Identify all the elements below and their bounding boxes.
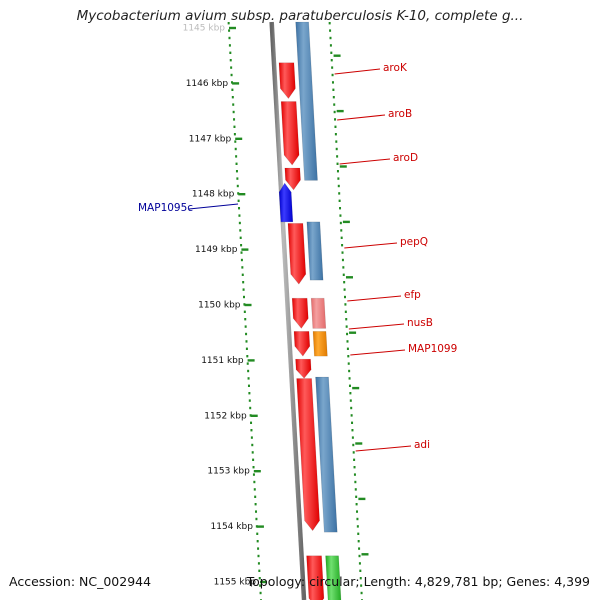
- cds-efp: [291, 297, 309, 329]
- feature-label-nusB[interactable]: nusB: [348, 317, 433, 330]
- feature-label-MAP1099[interactable]: MAP1099: [350, 343, 457, 356]
- cds-aroK: [278, 62, 296, 100]
- tick-1146: 1146 kbp: [186, 79, 344, 113]
- feature-label-aroB[interactable]: aroB: [337, 108, 412, 121]
- tick-label-1147: 1147 kbp: [189, 134, 232, 144]
- label-text-MAP1099[interactable]: MAP1099: [408, 343, 457, 355]
- tick-1151: 1151 kbp: [201, 356, 360, 390]
- feature-label-aroK[interactable]: aroK: [334, 62, 408, 75]
- cds-adi: [296, 378, 320, 532]
- tick-1154: 1154 kbp: [211, 522, 369, 556]
- gene-aroK: [295, 21, 318, 181]
- label-text-aroD[interactable]: aroD: [393, 152, 418, 164]
- feature-label-aroD[interactable]: aroD: [339, 152, 418, 165]
- label-text-aroB[interactable]: aroB: [388, 108, 412, 120]
- dotted-guide-left: [227, 22, 262, 600]
- dotted-guide-right: [328, 22, 363, 600]
- feature-label-MAP1095c[interactable]: MAP1095c: [138, 202, 239, 214]
- tick-label-1145: 1145 kbp: [183, 24, 226, 34]
- gene-nusB: [312, 331, 328, 357]
- feature-label-adi[interactable]: adi: [355, 439, 430, 452]
- gene-track: [295, 21, 342, 600]
- label-text-pepQ[interactable]: pepQ: [400, 236, 428, 248]
- tick-label-1155: 1155 kbp: [214, 578, 257, 588]
- tick-label-1150: 1150 kbp: [198, 301, 241, 311]
- tick-label-1153: 1153 kbp: [207, 467, 250, 477]
- tick-label-1154: 1154 kbp: [211, 522, 254, 532]
- gene-next-gene: [325, 555, 342, 600]
- tick-1148: 1148 kbp: [192, 190, 350, 224]
- cds-nusB: [293, 331, 311, 357]
- gene-efp: [310, 297, 327, 329]
- tick-label-1148: 1148 kbp: [192, 190, 235, 200]
- cds-MAP1095c: [278, 182, 294, 223]
- feature-label-efp[interactable]: efp: [347, 289, 421, 302]
- label-text-MAP1095c[interactable]: MAP1095c: [138, 202, 193, 214]
- gene-adi: [315, 376, 338, 533]
- dotted-guide-lines: [227, 22, 363, 600]
- tick-1145: 1145 kbp: [183, 24, 341, 57]
- cds-MAP1099: [295, 358, 312, 379]
- tick-1147: 1147 kbp: [189, 134, 347, 168]
- genome-backbone: [269, 21, 307, 600]
- label-text-adi[interactable]: adi: [414, 439, 430, 451]
- feature-labels: aroK aroB aroD MAP1095c pepQ efp nusB MAP1099 ad…: [138, 62, 457, 452]
- tick-1152: 1152 kbp: [204, 411, 363, 445]
- label-text-aroK[interactable]: aroK: [383, 62, 408, 74]
- accession-text: Accession: NC_002944: [9, 574, 152, 589]
- tick-label-1149: 1149 kbp: [195, 245, 238, 255]
- genome-summary-text: Topology: circular; Length: 4,829,781 bp…: [246, 574, 590, 589]
- label-text-nusB[interactable]: nusB: [407, 317, 433, 329]
- cds-aroB: [280, 101, 300, 166]
- cds-aroD: [284, 167, 301, 191]
- gene-pepQ: [306, 221, 324, 281]
- tick-label-1151: 1151 kbp: [201, 356, 244, 366]
- cds-pepQ: [287, 223, 307, 285]
- cds-next-gene: [306, 555, 325, 600]
- tick-1153: 1153 kbp: [207, 467, 366, 501]
- feature-label-pepQ[interactable]: pepQ: [344, 236, 428, 249]
- tick-1150: 1150 kbp: [198, 301, 357, 334]
- cds-track: [278, 62, 325, 600]
- scale-ticks: 1145 kbp 1146 kbp 1147 kbp 1148 kbp 1149 kbp…: [183, 24, 369, 588]
- backbone-line: [269, 21, 307, 600]
- tick-1149: 1149 kbp: [195, 245, 353, 279]
- label-text-efp[interactable]: efp: [404, 289, 421, 301]
- tick-1155: 1155 kbp: [214, 578, 268, 588]
- tick-label-1152: 1152 kbp: [204, 411, 247, 421]
- tick-label-1146: 1146 kbp: [186, 79, 229, 89]
- map-title: Mycobacterium avium subsp. paratuberculo…: [76, 8, 524, 24]
